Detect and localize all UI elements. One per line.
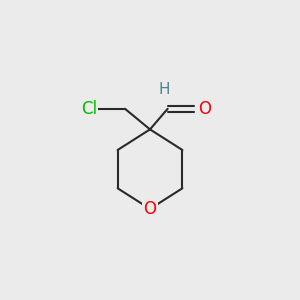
- Text: Cl: Cl: [81, 100, 97, 118]
- Text: O: O: [198, 100, 211, 118]
- Text: O: O: [143, 200, 157, 218]
- Text: H: H: [159, 82, 170, 97]
